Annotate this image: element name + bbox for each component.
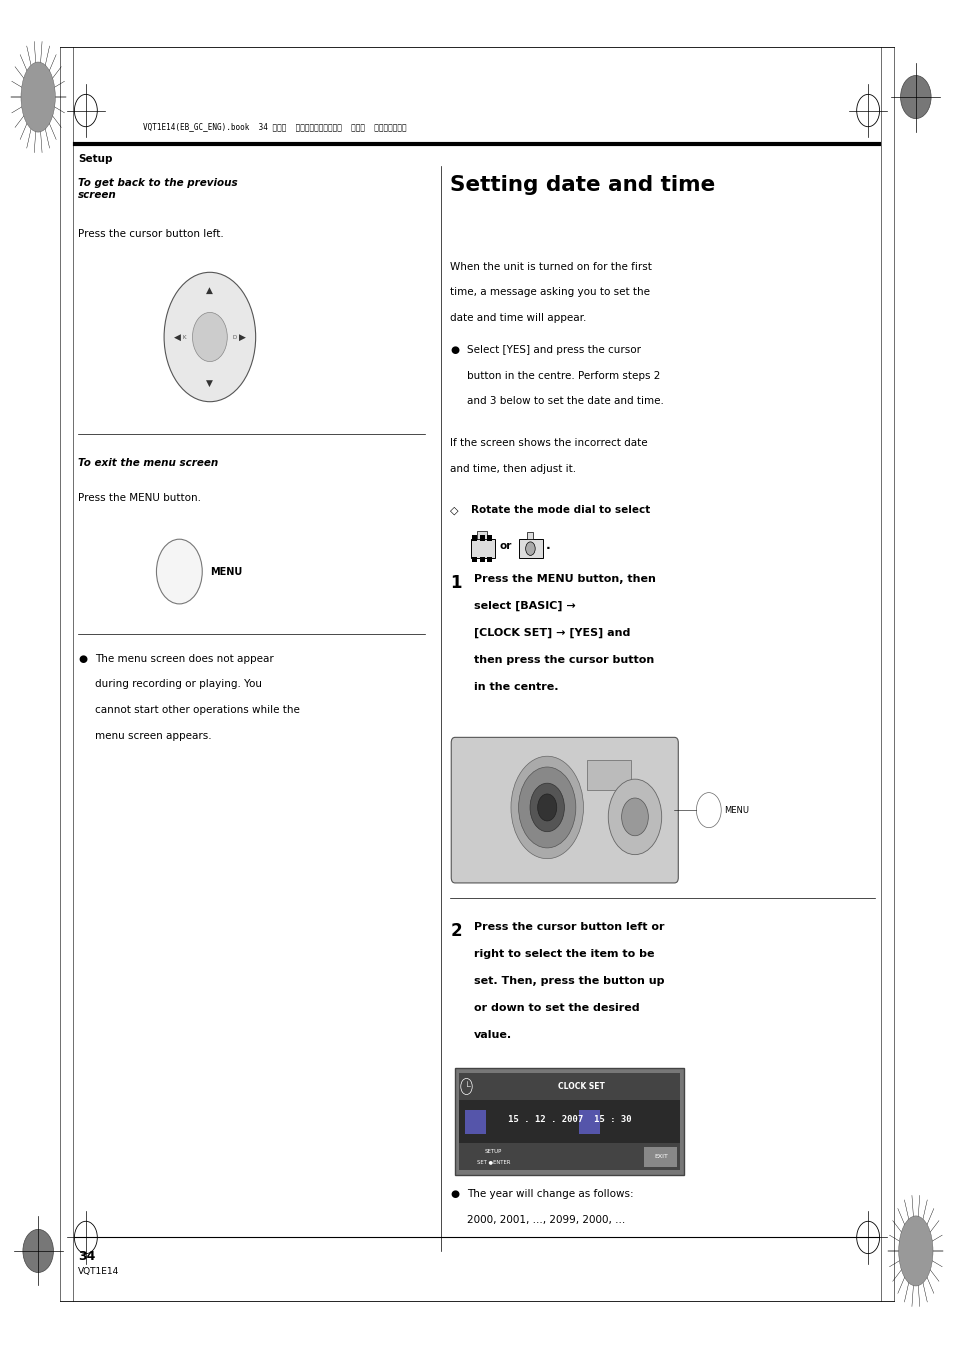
Text: VQT1E14: VQT1E14 xyxy=(78,1267,119,1277)
Text: or: or xyxy=(499,541,512,551)
Text: then press the cursor button: then press the cursor button xyxy=(474,655,654,665)
Bar xyxy=(487,535,492,541)
Text: Setup: Setup xyxy=(78,154,112,164)
Text: .: . xyxy=(545,539,550,553)
Circle shape xyxy=(608,779,661,855)
Text: MENU: MENU xyxy=(210,566,242,577)
Text: To get back to the previous
screen: To get back to the previous screen xyxy=(78,178,237,201)
Text: Press the cursor button left.: Press the cursor button left. xyxy=(78,229,224,239)
Bar xyxy=(458,1073,679,1100)
Text: When the unit is turned on for the first: When the unit is turned on for the first xyxy=(450,262,652,271)
Circle shape xyxy=(511,756,583,859)
Circle shape xyxy=(537,794,557,821)
Text: and 3 below to set the date and time.: and 3 below to set the date and time. xyxy=(467,396,663,406)
Text: SET ●ENTER: SET ●ENTER xyxy=(476,1159,509,1165)
Text: in the centre.: in the centre. xyxy=(474,682,558,692)
Text: ●: ● xyxy=(78,654,87,663)
Text: MENU: MENU xyxy=(723,806,748,814)
Circle shape xyxy=(518,767,576,848)
Circle shape xyxy=(164,272,255,402)
Text: Select [YES] and press the cursor: Select [YES] and press the cursor xyxy=(467,345,640,355)
Text: ●: ● xyxy=(450,1189,458,1198)
Bar xyxy=(487,557,492,562)
Text: ●: ● xyxy=(450,345,458,355)
Circle shape xyxy=(156,539,202,604)
Text: K: K xyxy=(183,334,186,340)
Text: value.: value. xyxy=(474,1030,512,1039)
Text: 1: 1 xyxy=(450,574,461,592)
Text: 2: 2 xyxy=(450,922,461,940)
Text: set. Then, press the button up: set. Then, press the button up xyxy=(474,976,664,985)
Text: Setting date and time: Setting date and time xyxy=(450,175,715,195)
Text: VQT1E14(EB_GC_ENG).book  34 ページ  ２００７年２月２８日  水曜日  午後２時２３分: VQT1E14(EB_GC_ENG).book 34 ページ ２００７年２月２８… xyxy=(143,123,406,131)
Bar xyxy=(458,1073,679,1170)
Text: ◇: ◇ xyxy=(450,506,458,515)
Bar xyxy=(476,531,486,539)
Text: button in the centre. Perform steps 2: button in the centre. Perform steps 2 xyxy=(467,371,660,380)
Circle shape xyxy=(621,798,648,836)
Text: Press the MENU button.: Press the MENU button. xyxy=(78,493,201,503)
Text: menu screen appears.: menu screen appears. xyxy=(95,731,212,740)
Text: date and time will appear.: date and time will appear. xyxy=(450,313,586,322)
Circle shape xyxy=(525,542,535,555)
Circle shape xyxy=(900,75,930,119)
FancyBboxPatch shape xyxy=(451,737,678,883)
Bar xyxy=(578,1109,599,1134)
Text: ▼: ▼ xyxy=(206,379,213,388)
Text: ▶: ▶ xyxy=(239,333,246,341)
Text: 34: 34 xyxy=(78,1250,95,1263)
Text: ▲: ▲ xyxy=(206,286,213,295)
Text: right to select the item to be: right to select the item to be xyxy=(474,949,654,958)
Text: time, a message asking you to set the: time, a message asking you to set the xyxy=(450,287,650,297)
Bar xyxy=(586,760,630,790)
Text: D: D xyxy=(233,334,237,340)
Text: EXIT: EXIT xyxy=(654,1154,667,1159)
Ellipse shape xyxy=(898,1216,932,1286)
Text: select [BASIC] →: select [BASIC] → xyxy=(474,601,576,612)
Text: or down to set the desired: or down to set the desired xyxy=(474,1003,639,1012)
Bar xyxy=(518,539,542,558)
Bar xyxy=(472,535,476,541)
Bar xyxy=(471,539,495,558)
Text: To exit the menu screen: To exit the menu screen xyxy=(78,458,218,468)
Circle shape xyxy=(23,1229,53,1273)
Text: cannot start other operations while the: cannot start other operations while the xyxy=(95,705,300,714)
Bar xyxy=(526,532,533,539)
Circle shape xyxy=(193,313,227,361)
Text: The menu screen does not appear: The menu screen does not appear xyxy=(95,654,274,663)
Text: If the screen shows the incorrect date: If the screen shows the incorrect date xyxy=(450,438,647,448)
Text: 2000, 2001, ..., 2099, 2000, ...: 2000, 2001, ..., 2099, 2000, ... xyxy=(467,1215,625,1224)
Text: Rotate the mode dial to select: Rotate the mode dial to select xyxy=(471,506,650,515)
Bar xyxy=(643,1147,677,1167)
Text: and time, then adjust it.: and time, then adjust it. xyxy=(450,464,576,473)
Text: 15 . 12 . 2007  15 : 30: 15 . 12 . 2007 15 : 30 xyxy=(507,1115,631,1124)
Bar xyxy=(458,1143,679,1170)
Ellipse shape xyxy=(21,62,55,132)
Bar xyxy=(455,1068,683,1175)
Text: CLOCK SET: CLOCK SET xyxy=(557,1082,604,1091)
Bar xyxy=(479,535,484,541)
Text: ◀: ◀ xyxy=(173,333,180,341)
Text: Press the cursor button left or: Press the cursor button left or xyxy=(474,922,664,931)
Bar xyxy=(472,557,476,562)
Text: [CLOCK SET] → [YES] and: [CLOCK SET] → [YES] and xyxy=(474,628,630,639)
Text: The year will change as follows:: The year will change as follows: xyxy=(467,1189,634,1198)
Circle shape xyxy=(530,783,564,832)
Bar xyxy=(479,557,484,562)
Bar xyxy=(464,1109,485,1134)
Text: SETUP: SETUP xyxy=(484,1148,501,1154)
Text: Press the MENU button, then: Press the MENU button, then xyxy=(474,574,656,584)
Text: during recording or playing. You: during recording or playing. You xyxy=(95,679,262,689)
